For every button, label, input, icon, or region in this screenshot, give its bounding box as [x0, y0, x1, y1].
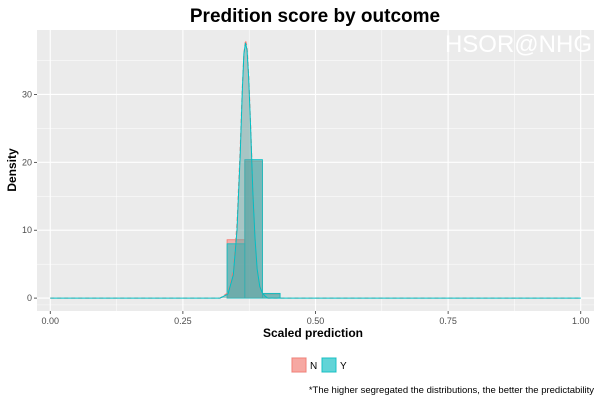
- x-tick-label: 1.00: [572, 316, 590, 326]
- y-axis-ticks: 0 10 20 30: [22, 89, 37, 303]
- x-tick-label: 0.50: [307, 316, 325, 326]
- y-tick-label: 30: [22, 89, 32, 99]
- histogram-bar-y: [244, 159, 263, 299]
- legend-label-n: N: [310, 361, 317, 372]
- y-axis-title: Density: [5, 148, 19, 192]
- legend-label-y: Y: [340, 361, 347, 372]
- x-tick-label: 0.00: [41, 316, 59, 326]
- y-tick-label: 0: [27, 293, 32, 303]
- caption-note: *The higher segregated the distributions…: [309, 385, 594, 396]
- density-curves: [50, 40, 581, 299]
- y-tick-label: 10: [22, 225, 32, 235]
- legend-key-y: [321, 357, 337, 373]
- y-tick-label: 20: [22, 157, 32, 167]
- legend-key-n: [291, 357, 307, 373]
- x-tick-label: 0.25: [174, 316, 192, 326]
- watermark-text: HSOR@NHG: [445, 31, 592, 58]
- x-tick-label: 0.75: [439, 316, 457, 326]
- histogram-bars: [226, 159, 281, 299]
- chart-title: Predition score by outcome: [190, 6, 440, 27]
- x-axis-ticks: 0.00 0.25 0.50 0.75 1.00: [41, 311, 590, 326]
- x-axis-title: Scaled prediction: [263, 326, 363, 340]
- density-line-y: [50, 42, 581, 299]
